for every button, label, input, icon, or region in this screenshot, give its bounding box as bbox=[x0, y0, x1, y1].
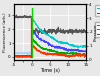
Y-axis label: Fluorescence (arb.): Fluorescence (arb.) bbox=[3, 12, 7, 52]
Legend: FL3, FL4, P: FL3, FL4, P bbox=[95, 22, 100, 37]
X-axis label: Time (s): Time (s) bbox=[40, 68, 60, 73]
Y-axis label: Pressure: Pressure bbox=[93, 23, 97, 41]
